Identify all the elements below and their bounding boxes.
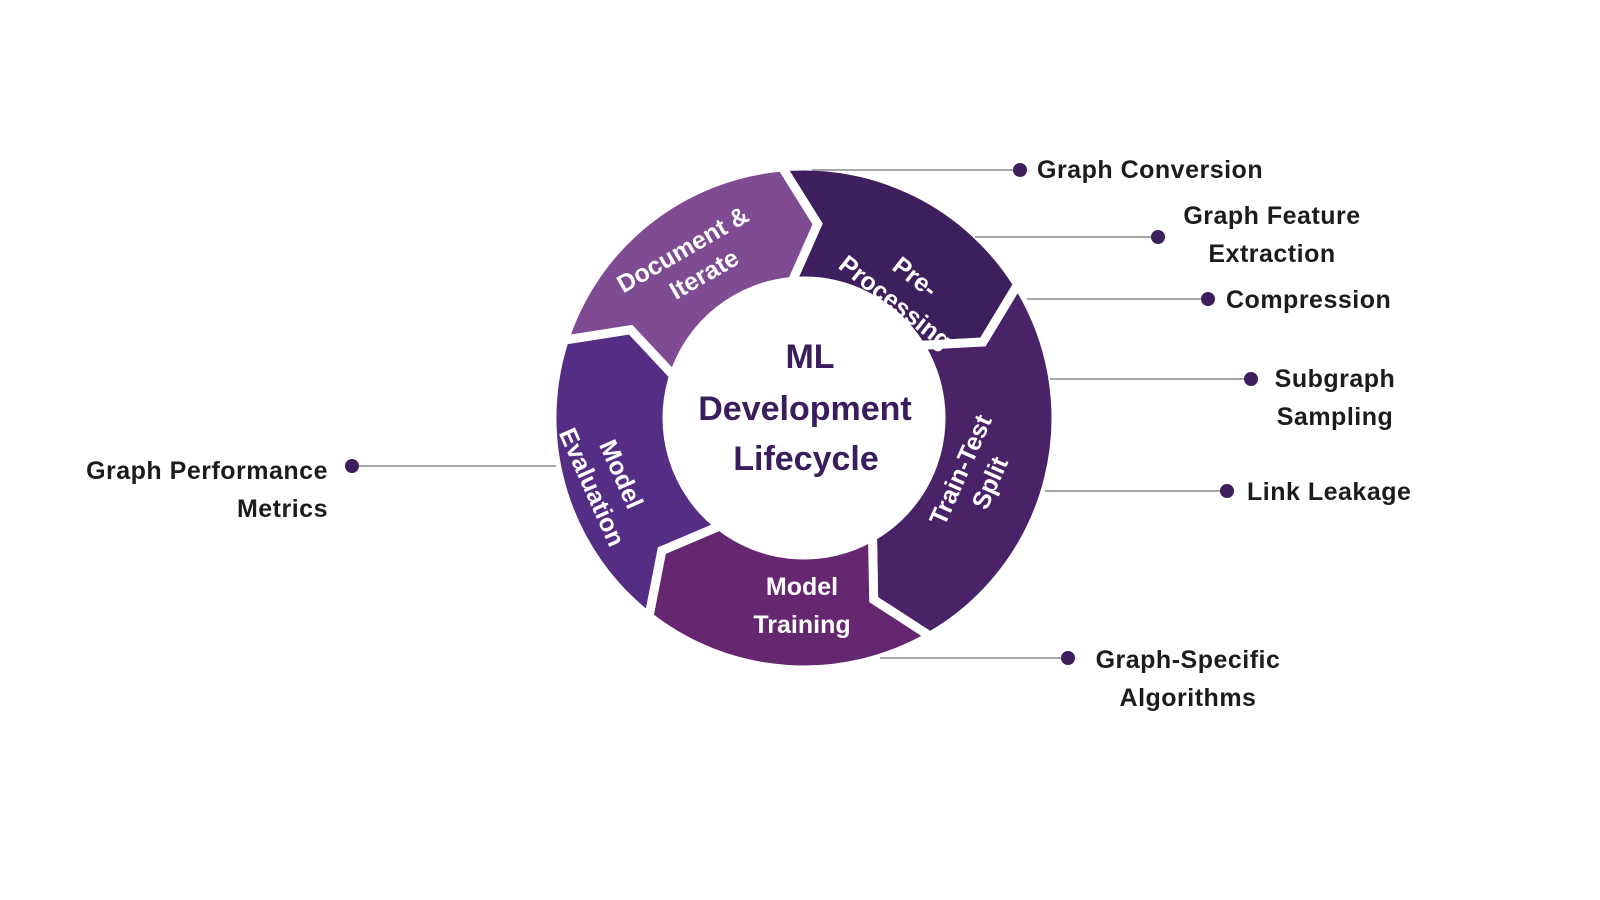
center-title-line-2: Development <box>698 390 912 428</box>
callout-dot <box>1201 292 1215 306</box>
callout-dot <box>345 459 359 473</box>
callout-label: Graph Performance <box>86 457 328 485</box>
callout-dot <box>1220 484 1234 498</box>
callout-dot <box>1013 163 1027 177</box>
callout-dot <box>1244 372 1258 386</box>
segment-document-iterate <box>557 162 823 385</box>
callout-dot <box>1151 230 1165 244</box>
callout-label: Graph-Specific <box>1096 646 1281 674</box>
callout-graph-performance-metrics: Graph Performance Metrics <box>86 457 556 523</box>
callout-label: Graph Feature <box>1183 202 1360 230</box>
segment-train-test-split <box>867 275 1061 642</box>
callout-label: Graph Conversion <box>1037 156 1263 184</box>
center-title-line-3: Lifecycle <box>733 440 879 478</box>
center-title-line-1: ML <box>785 338 834 376</box>
center-circle <box>671 285 937 551</box>
segment-label-model-training: Model Training <box>753 573 850 639</box>
callout-graph-specific-algorithms: Graph-Specific Algorithms <box>880 646 1280 712</box>
callout-link-leakage: Link Leakage <box>1045 478 1411 506</box>
callout-label: Algorithms <box>1120 684 1257 712</box>
callout-dot <box>1061 651 1075 665</box>
callout-graph-conversion: Graph Conversion <box>812 156 1263 184</box>
callout-subgraph-sampling: Subgraph Sampling <box>1050 365 1395 431</box>
callout-label: Sampling <box>1277 403 1394 431</box>
callout-label: Subgraph <box>1275 365 1396 393</box>
callout-label: Metrics <box>237 495 328 523</box>
callout-graph-feature-extraction: Graph Feature Extraction <box>975 202 1360 268</box>
segment-label-line: Model <box>766 573 838 601</box>
callout-label: Compression <box>1226 286 1391 314</box>
center-title: ML Development Lifecycle <box>698 338 912 478</box>
lifecycle-wheel <box>547 161 1061 675</box>
segment-label-line: Training <box>753 611 850 639</box>
callout-label: Extraction <box>1208 240 1335 268</box>
callout-label: Link Leakage <box>1247 478 1411 506</box>
callout-compression: Compression <box>1027 286 1391 314</box>
